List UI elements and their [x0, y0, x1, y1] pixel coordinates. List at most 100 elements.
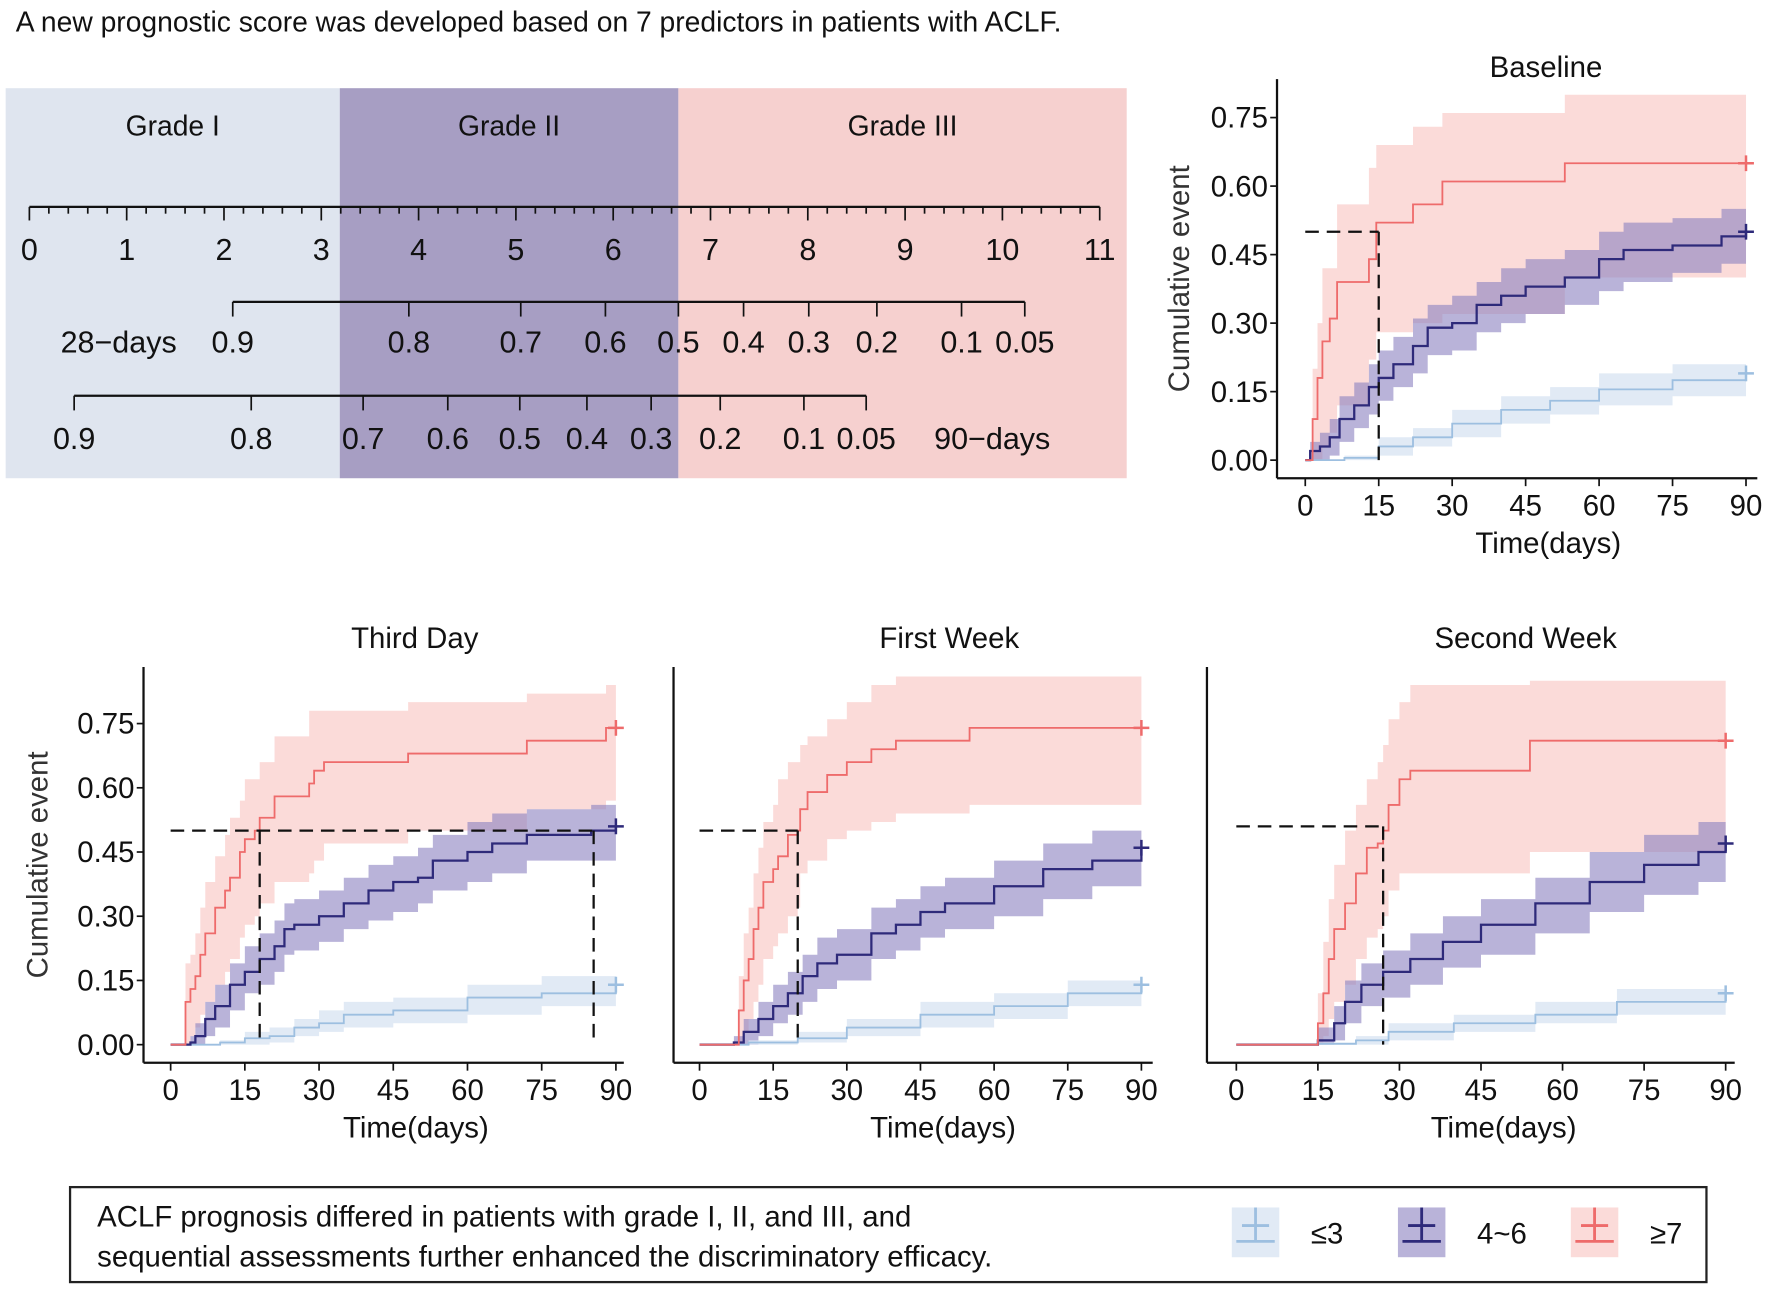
scale-label: 90−days — [934, 422, 1050, 456]
censor-mark-4to6 — [607, 818, 624, 835]
censor-mark-le3 — [1133, 976, 1150, 993]
ci-band-le3 — [1236, 980, 1726, 1045]
y-tick-label: 0.60 — [1211, 170, 1268, 203]
legend-item-ge7: ≥7 — [1570, 1207, 1682, 1258]
x-tick-label: 60 — [451, 1074, 484, 1107]
km-panel-first-week: First Week 0 15 30 45 60 75 90 Time(days) — [672, 622, 1158, 1144]
x-tick-label: 30 — [1383, 1074, 1416, 1107]
footer-text-line1: ACLF prognosis differed in patients with… — [97, 1201, 911, 1234]
x-tick-label: 45 — [1465, 1074, 1498, 1107]
points-tick-label: 7 — [702, 233, 719, 267]
x-tick-label: 30 — [830, 1074, 863, 1107]
x-tick-label: 0 — [1228, 1074, 1244, 1107]
x-tick-label: 60 — [1583, 490, 1616, 523]
points-tick-label: 3 — [313, 233, 330, 267]
probability-tick-label: 0.7 — [500, 326, 542, 360]
y-axis-label: Cumulative event — [1163, 165, 1196, 392]
km-curve-ge7 — [170, 726, 616, 1046]
legend-plus-icon — [1402, 1207, 1441, 1243]
x-tick-label: 90 — [600, 1074, 633, 1107]
ci-band-le3 — [170, 971, 616, 1045]
x-tick-label: 30 — [1436, 490, 1469, 523]
probability-tick-label: 0.9 — [212, 326, 254, 360]
y-tick-label: 0.45 — [77, 836, 134, 869]
km-curve-le3 — [170, 984, 617, 1046]
y-tick-label: 0.60 — [77, 772, 134, 805]
probability-tick-label: 0.1 — [783, 422, 825, 456]
x-axis-label: Time(days) — [343, 1111, 489, 1144]
km-curve-ge7 — [1236, 739, 1726, 1046]
footer-box: ACLF prognosis differed in patients with… — [68, 1185, 1708, 1284]
legend: ≤3 4~6 ≥7 — [1231, 1207, 1682, 1258]
x-axis-label: Time(days) — [1475, 527, 1621, 560]
probability-tick-label: 0.8 — [388, 326, 430, 360]
probability-tick-label: 0.9 — [53, 422, 95, 456]
y-tick-label: 0.75 — [1211, 102, 1268, 135]
probability-tick-label: 0.05 — [836, 422, 895, 456]
x-tick-label: 60 — [978, 1074, 1011, 1107]
y-axis-label: Cumulative event — [21, 751, 54, 978]
x-tick-label: 15 — [1362, 490, 1395, 523]
x-tick-label: 0 — [691, 1074, 707, 1107]
censor-mark-ge7 — [1133, 719, 1150, 736]
scale-label: 28−days — [61, 326, 177, 360]
y-tick-label: 0.00 — [77, 1029, 134, 1062]
footer-text-line2: sequential assessments further enhanced … — [97, 1240, 992, 1273]
censor-mark-ge7 — [607, 719, 624, 736]
panel-title: Baseline — [1490, 51, 1603, 84]
x-tick-label: 0 — [162, 1074, 178, 1107]
points-tick-label: 2 — [216, 233, 233, 267]
censor-mark-4to6 — [1717, 835, 1734, 852]
y-tick-label: 0.45 — [1211, 239, 1268, 272]
probability-tick-label: 0.6 — [427, 422, 469, 456]
points-tick-label: 6 — [605, 233, 622, 267]
ci-band-4to6 — [170, 800, 616, 1045]
censor-mark-ge7 — [1717, 732, 1734, 749]
x-tick-label: 15 — [757, 1074, 790, 1107]
y-tick-label: 0.75 — [77, 708, 134, 741]
x-tick-label: 0 — [1297, 490, 1313, 523]
grade-label: Grade II — [458, 110, 560, 142]
points-tick-label: 9 — [897, 233, 914, 267]
probability-tick-label: 0.3 — [788, 326, 830, 360]
probability-tick-label: 0.1 — [940, 326, 982, 360]
x-tick-label: 75 — [1051, 1074, 1084, 1107]
y-tick-label: 0.15 — [77, 965, 134, 998]
censor-mark-ge7 — [1738, 155, 1754, 172]
grade-band-2 — [339, 88, 679, 479]
ci-band-ge7 — [699, 676, 1142, 1045]
x-tick-label: 75 — [1656, 490, 1689, 523]
x-tick-label: 75 — [525, 1074, 558, 1107]
probability-tick-label: 0.4 — [722, 326, 764, 360]
x-tick-label: 15 — [1302, 1074, 1335, 1107]
km-panel-third-day: Third Day 0 15 30 45 60 75 90 Time(days) 0.00 0.15… — [21, 622, 632, 1145]
grade-label: Grade I — [126, 110, 220, 142]
probability-tick-label: 0.7 — [342, 422, 384, 456]
panel-title: Second Week — [1434, 622, 1617, 655]
x-tick-label: 15 — [229, 1074, 262, 1107]
ci-band-ge7 — [170, 685, 616, 1045]
points-tick-label: 4 — [410, 233, 427, 267]
km-curve-ge7 — [699, 726, 1142, 1046]
censor-mark-4to6 — [1133, 839, 1150, 856]
points-tick-label: 8 — [799, 233, 816, 267]
ci-band-le3 — [699, 971, 1142, 1045]
y-tick-label: 0.00 — [1211, 444, 1268, 477]
censor-mark-4to6 — [1738, 223, 1754, 240]
km-panel-baseline: Baseline 0 15 30 45 60 75 90 Time(days) 0.00 0.15 0… — [1163, 51, 1762, 560]
x-tick-label: 90 — [1730, 490, 1763, 523]
x-tick-label: 90 — [1125, 1074, 1158, 1107]
km-curve-4to6 — [699, 847, 1143, 1046]
y-tick-label: 0.15 — [1211, 376, 1268, 409]
y-tick-label: 0.30 — [77, 900, 134, 933]
probability-tick-label: 0.05 — [995, 326, 1054, 360]
censor-mark-le3 — [1738, 365, 1754, 382]
x-tick-label: 45 — [904, 1074, 937, 1107]
km-curve-4to6 — [1305, 231, 1748, 462]
nomogram: Grade I Grade II Grade III 0 1 2 3 4 5 6 7 8 9 10 11 0.… — [5, 88, 1127, 479]
x-tick-label: 45 — [377, 1074, 410, 1107]
legend-item-4to6: 4~6 — [1397, 1207, 1527, 1258]
points-tick-label: 0 — [21, 233, 38, 267]
